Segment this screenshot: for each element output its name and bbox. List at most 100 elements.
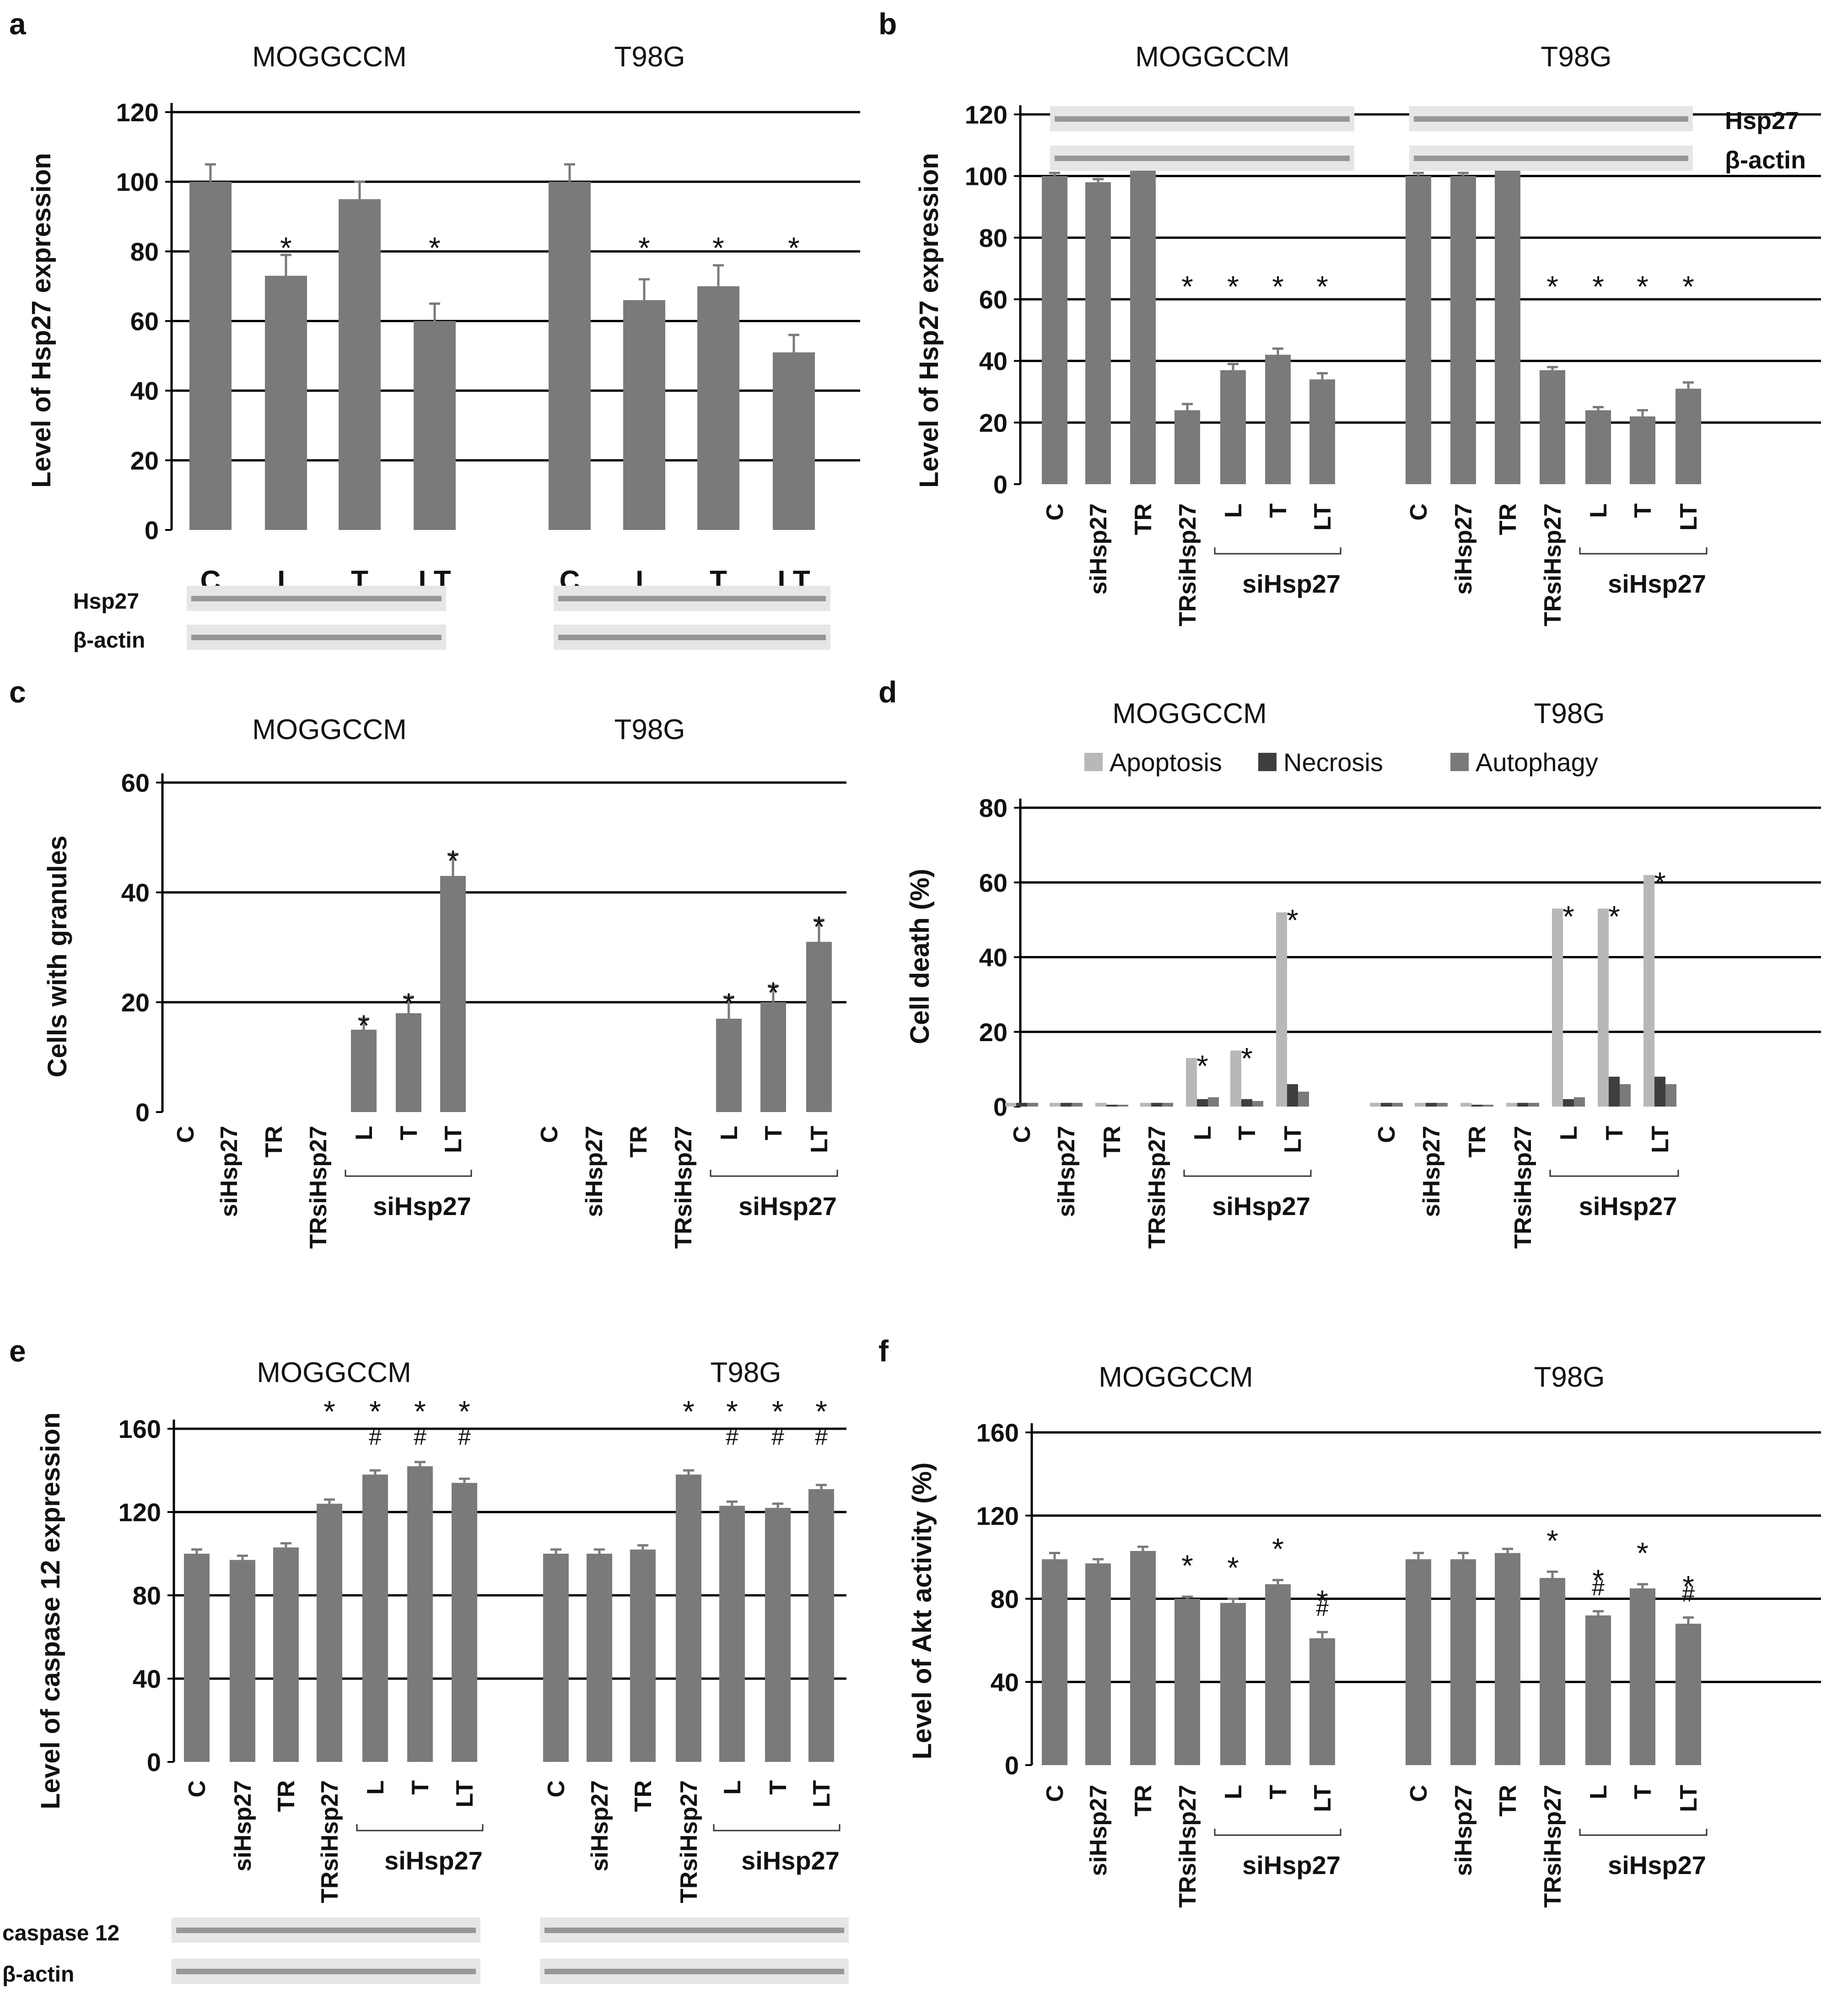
y-tick-label: 60 bbox=[121, 768, 150, 797]
bar-autophagy bbox=[1574, 1097, 1585, 1107]
significance-star: * bbox=[1608, 899, 1620, 933]
hash-mark: # bbox=[414, 1424, 426, 1450]
category-label: T bbox=[1630, 1785, 1656, 1799]
bar bbox=[265, 275, 307, 530]
bar-autophagy bbox=[1620, 1084, 1631, 1107]
bar-apoptosis bbox=[1186, 1058, 1197, 1107]
hash-mark: # bbox=[369, 1424, 382, 1450]
blot-label: β-actin bbox=[2, 1962, 74, 1987]
bar-autophagy bbox=[1482, 1104, 1493, 1107]
significance-star: * bbox=[726, 1394, 738, 1428]
category-label: T bbox=[1630, 503, 1656, 518]
significance-star: * bbox=[815, 1394, 827, 1428]
bracket bbox=[356, 1824, 484, 1831]
bar bbox=[1130, 1550, 1156, 1765]
bar-autophagy bbox=[1252, 1101, 1263, 1107]
panel-d-chart: d MOGGCCM T98G 0 20 40 60 80 Cell death (%) Apopt… bbox=[878, 675, 1821, 1249]
significance-star: * bbox=[712, 231, 724, 265]
category-label: siHsp27 bbox=[1450, 503, 1477, 594]
cell-line-title: T98G bbox=[1541, 41, 1611, 73]
bar bbox=[1265, 1584, 1291, 1765]
bar-necrosis bbox=[1471, 1104, 1482, 1107]
cell-line-title: MOGGCCM bbox=[252, 714, 407, 745]
bar-necrosis bbox=[1151, 1102, 1162, 1107]
y-tick-label: 80 bbox=[979, 223, 1008, 252]
category-label: TRsiHsp27 bbox=[1175, 503, 1201, 627]
significance-star: * bbox=[1637, 270, 1649, 303]
panel-letter: e bbox=[9, 1334, 26, 1368]
y-tick-label: 20 bbox=[979, 1018, 1008, 1047]
bar-autophagy bbox=[1117, 1104, 1128, 1107]
bar-autophagy bbox=[1437, 1102, 1448, 1107]
panel-e-chart: e MOGGCCM T98G 0 40 80 120 160 Level of caspase … bbox=[2, 1334, 849, 1987]
category-label: TR bbox=[1464, 1126, 1491, 1157]
bracket bbox=[1579, 547, 1708, 555]
bar bbox=[630, 1549, 656, 1762]
significance-star: * bbox=[1637, 1536, 1649, 1570]
category-label: siHsp27 bbox=[1418, 1126, 1445, 1217]
legend-swatch bbox=[1084, 753, 1103, 771]
significance-star: * bbox=[1227, 270, 1239, 303]
category-label: TR bbox=[1130, 1785, 1157, 1816]
panel-b-wrap: b MOGGCCM T98G 0 20 40 60 80 100 120 Level of Hsp2… bbox=[869, 0, 1848, 654]
bracket-label: siHsp27 bbox=[1212, 1192, 1310, 1221]
bar bbox=[396, 1013, 421, 1112]
bar bbox=[716, 1019, 742, 1112]
bar bbox=[1585, 1615, 1611, 1765]
bar bbox=[1676, 1624, 1701, 1765]
category-label: LT bbox=[808, 1780, 835, 1808]
panel-f-chart: f MOGGCCM T98G 0 40 80 120 160 Level of Akt acti… bbox=[878, 1334, 1821, 1908]
bar bbox=[549, 182, 591, 530]
bar bbox=[719, 1506, 745, 1762]
y-tick-label: 0 bbox=[147, 1748, 161, 1777]
significance-star: * bbox=[1546, 270, 1558, 303]
category-label: siHsp27 bbox=[1085, 1785, 1112, 1876]
bar bbox=[1220, 370, 1246, 484]
category-label: LT bbox=[1309, 1785, 1336, 1812]
category-label: TR bbox=[1495, 1785, 1521, 1816]
bar bbox=[1042, 176, 1067, 485]
bar bbox=[1130, 163, 1156, 484]
cell-line-title: MOGGCCM bbox=[1099, 1361, 1253, 1393]
y-axis-label: Level of caspase 12 expression bbox=[36, 1412, 65, 1809]
bar bbox=[773, 352, 815, 530]
bar-necrosis bbox=[1381, 1102, 1392, 1107]
bracket-label: siHsp27 bbox=[738, 1192, 837, 1221]
significance-star: * bbox=[447, 844, 459, 878]
panel-letter: f bbox=[878, 1334, 889, 1368]
significance-star: * bbox=[1316, 1584, 1328, 1618]
bar bbox=[1309, 379, 1335, 484]
bar-autophagy bbox=[1027, 1102, 1038, 1107]
category-label: L bbox=[362, 1780, 389, 1795]
bar bbox=[1630, 416, 1655, 484]
y-axis-label: Cell death (%) bbox=[905, 869, 935, 1044]
significance-star: * bbox=[767, 976, 779, 1010]
blot-label: caspase 12 bbox=[2, 1921, 119, 1945]
category-label: LT bbox=[1647, 1126, 1674, 1153]
bar bbox=[1676, 389, 1701, 484]
category-label: C bbox=[1042, 1785, 1068, 1802]
blot-band bbox=[544, 1969, 844, 1974]
blot-label: β-actin bbox=[1725, 146, 1806, 174]
y-tick-label: 0 bbox=[1005, 1751, 1019, 1780]
bracket-label: siHsp27 bbox=[1579, 1192, 1677, 1221]
bar bbox=[351, 1030, 377, 1112]
category-label: TR bbox=[1495, 503, 1521, 535]
significance-star: * bbox=[772, 1394, 784, 1428]
bar bbox=[623, 300, 665, 530]
bar bbox=[765, 1507, 791, 1762]
hash-mark: # bbox=[815, 1424, 828, 1450]
bar bbox=[1585, 410, 1611, 484]
category-label: TR bbox=[261, 1126, 287, 1157]
y-tick-label: 40 bbox=[991, 1668, 1019, 1696]
significance-star: * bbox=[1316, 270, 1328, 303]
category-label: TRsiHsp27 bbox=[1540, 1785, 1566, 1908]
category-label: LT bbox=[1280, 1126, 1306, 1153]
category-label: T bbox=[407, 1780, 434, 1795]
bar bbox=[1630, 1588, 1655, 1765]
y-tick-label: 0 bbox=[993, 470, 1008, 499]
bar bbox=[189, 182, 232, 530]
blot-band bbox=[1414, 116, 1688, 122]
bar-necrosis bbox=[1426, 1102, 1437, 1107]
cell-line-title: MOGGCCM bbox=[257, 1357, 411, 1388]
